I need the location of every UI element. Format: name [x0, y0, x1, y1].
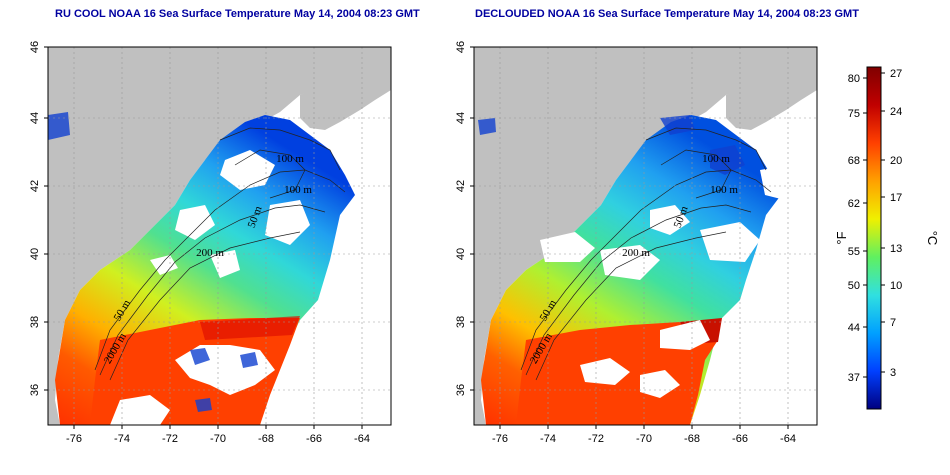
lon-tick-label: -72 [162, 433, 178, 445]
lat-tick-label: 44 [29, 112, 41, 124]
left-map-frame [47, 46, 392, 426]
lon-tick-label: -76 [66, 433, 82, 445]
fahrenheit-tick-label: 62 [848, 198, 860, 210]
lat-tick-label: 42 [29, 180, 41, 192]
contour-label: 100 m [276, 153, 304, 165]
lat-tick-label: 46 [455, 41, 467, 53]
fahrenheit-tick-label: 37 [848, 372, 860, 384]
celsius-tick-label: 17 [890, 192, 902, 204]
lat-tick-label: 46 [29, 41, 41, 53]
fahrenheit-tick-label: 44 [848, 322, 860, 334]
lat-tick-label: 40 [29, 248, 41, 260]
contour-label: 100 m [284, 184, 312, 196]
fahrenheit-tick-label: 55 [848, 246, 860, 258]
celsius-tick-label: 7 [890, 317, 896, 329]
lat-tick-label: 38 [29, 316, 41, 328]
colorbar [866, 66, 882, 410]
celsius-tick-label: 20 [890, 155, 902, 167]
right-panel-title: DECLOUDED NOAA 16 Sea Surface Temperatur… [475, 8, 859, 20]
lon-tick-label: -64 [780, 433, 796, 445]
lon-tick-label: -66 [306, 433, 322, 445]
fahrenheit-tick-label: 80 [848, 73, 860, 85]
lat-tick-label: 38 [455, 316, 467, 328]
left-axes: -76 -74 -72 -70 -68 -66 -64 36 38 40 42 44 46 [29, 41, 370, 445]
colorbar-celsius-ticks: 27 24 20 17 13 10 7 3 [881, 68, 902, 379]
contour-label: 200 m [622, 247, 650, 259]
right-bathymetry-contours [520, 127, 772, 381]
right-grid [474, 47, 817, 425]
left-panel-title: RU COOL NOAA 16 Sea Surface Temperature … [55, 8, 420, 20]
lat-tick-label: 36 [455, 384, 467, 396]
lat-tick-label: 36 [29, 384, 41, 396]
right-land-nova-scotia [726, 68, 817, 130]
right-map-panel [474, 47, 817, 425]
celsius-tick-label: 3 [890, 367, 896, 379]
celsius-tick-label: 24 [890, 106, 902, 118]
left-land-nova-scotia [300, 68, 391, 130]
lon-tick-label: -68 [258, 433, 274, 445]
right-land [474, 47, 817, 425]
colorbar-fahrenheit-ticks: 80 75 68 62 55 50 44 37 [848, 73, 867, 384]
fahrenheit-unit: °F [834, 231, 849, 244]
lon-tick-label: -68 [684, 433, 700, 445]
contour-label: 200 m [196, 247, 224, 259]
right-axes: -76 -74 -72 -70 -68 -66 -64 36 38 40 42 44 46 [455, 41, 796, 445]
lon-tick-label: -66 [732, 433, 748, 445]
left-cold-patches [48, 112, 258, 412]
contour-label: 100 m [710, 184, 738, 196]
right-map-frame [473, 46, 818, 426]
celsius-unit: °C [925, 231, 940, 246]
lon-tick-label: -70 [210, 433, 226, 445]
left-bathymetry-contours [94, 127, 346, 381]
lon-tick-label: -72 [588, 433, 604, 445]
celsius-tick-label: 13 [890, 243, 902, 255]
celsius-tick-label: 27 [890, 68, 902, 80]
lon-tick-label: -76 [492, 433, 508, 445]
left-map-panel [48, 47, 391, 425]
lon-tick-label: -64 [354, 433, 370, 445]
lon-tick-label: -74 [114, 433, 130, 445]
fahrenheit-tick-label: 68 [848, 155, 860, 167]
celsius-tick-label: 10 [890, 280, 902, 292]
contour-label: 100 m [702, 153, 730, 165]
left-land [48, 47, 391, 425]
left-grid [48, 47, 391, 425]
lon-tick-label: -70 [636, 433, 652, 445]
lon-tick-label: -74 [540, 433, 556, 445]
right-cold-patches [478, 115, 745, 175]
lat-tick-label: 42 [455, 180, 467, 192]
lat-tick-label: 44 [455, 112, 467, 124]
lat-tick-label: 40 [455, 248, 467, 260]
fahrenheit-tick-label: 50 [848, 280, 860, 292]
fahrenheit-tick-label: 75 [848, 108, 860, 120]
